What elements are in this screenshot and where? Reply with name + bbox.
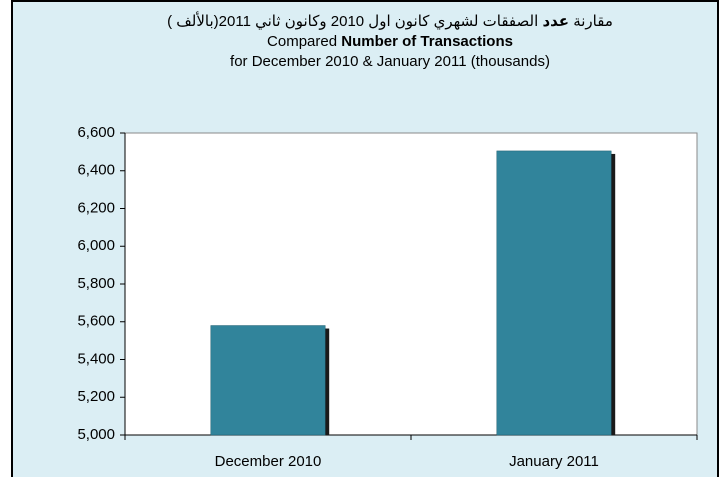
y-tick-label: 6,000 [77, 237, 115, 254]
x-tick-label: January 2011 [509, 453, 599, 470]
bar [210, 325, 326, 436]
y-tick-label: 5,200 [77, 388, 115, 405]
y-tick-label: 6,600 [77, 124, 115, 141]
title-line: for December 2010 & January 2011 (thousa… [230, 53, 550, 70]
x-tick-label: December 2010 [215, 453, 322, 470]
title-segment: الصفقات لشهري كانون اول 2010 وكانون ثاني… [167, 11, 542, 31]
y-tick-label: 5,400 [77, 350, 115, 367]
title-line: Compared Number of Transactions [267, 33, 513, 50]
y-tick-label: 6,400 [77, 162, 115, 179]
title-line: مقارنة عدد الصفقات لشهري كانون اول 2010 … [167, 11, 613, 31]
y-tick-label: 6,200 [77, 199, 115, 216]
title-segment: for December 2010 & January 2011 (thousa… [230, 53, 550, 70]
title-segment: Number of Transactions [341, 33, 513, 50]
title-segment: مقارنة [569, 13, 613, 30]
y-tick-label: 5,800 [77, 275, 115, 292]
title-segment: عدد [542, 13, 569, 30]
title-segment: Compared [267, 33, 341, 50]
chart-title: مقارنة عدد الصفقات لشهري كانون اول 2010 … [167, 11, 613, 70]
bar [496, 150, 612, 436]
y-tick-label: 5,000 [77, 426, 115, 443]
y-tick-label: 5,600 [77, 313, 115, 330]
